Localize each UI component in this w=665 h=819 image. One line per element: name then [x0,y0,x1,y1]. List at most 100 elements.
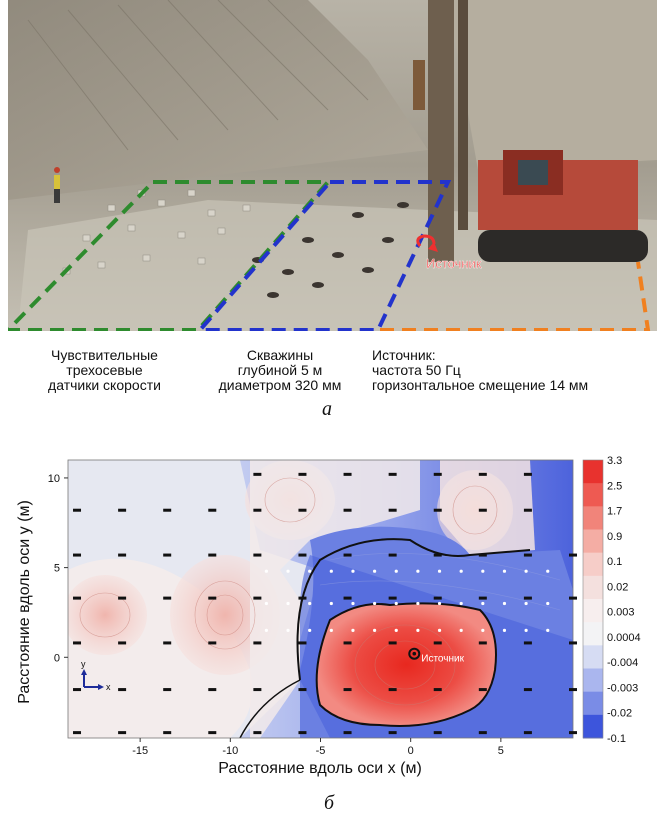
borehole-marker [394,628,398,632]
borehole-marker [373,569,377,573]
borehole-marker [524,569,528,573]
sensor-marker [298,688,307,692]
sensor-marker [478,688,487,692]
borehole-marker [264,569,268,573]
sensor-marker [73,596,82,600]
colorbar-segment-9 [583,668,603,693]
y-tick-label-2: 10 [48,473,60,485]
borehole-marker [351,569,355,573]
y-axis-label: Расстояние вдоль оси y (м) [16,500,33,704]
sensor-marker [208,688,217,692]
colorbar-segment-3 [583,529,603,554]
borehole-marker [329,628,333,632]
sensor-marker [118,508,127,512]
sensor-marker [478,508,487,512]
borehole-marker [459,569,463,573]
sensor-marker [343,641,352,645]
x-tick-label-3: 0 [408,745,414,757]
sensor-marker [253,596,262,600]
sensor-marker [253,472,262,476]
sensor-marker [208,553,217,557]
sensor-marker [208,731,217,735]
sensor-marker [478,731,487,735]
sensor-marker [523,508,532,512]
sensor-marker [163,688,172,692]
sensor-marker [118,641,127,645]
source-marker [408,647,421,660]
colorbar-segment-11 [583,714,603,739]
colorbar-segment-7 [583,622,603,646]
borehole-marker [308,628,312,632]
borehole-marker [546,569,550,573]
sensor-marker [569,731,577,735]
colorbar-label-6: 0.003 [607,607,635,619]
borehole-markers [264,569,550,632]
sensor-marker [388,731,397,735]
sensor-marker [298,553,307,557]
sensor-marker [118,688,127,692]
x-tick-label-0: -15 [132,745,148,757]
sensor-zone-outline [8,180,333,331]
sensor-marker [478,553,487,557]
borehole-marker [481,628,485,632]
sensor-marker [118,596,127,600]
sensor-marker [388,508,397,512]
sensor-marker [523,731,532,735]
sensor-marker [118,731,127,735]
sensor-marker [208,641,217,645]
sensor-marker [433,688,442,692]
sensor-marker [73,641,82,645]
sensor-marker [523,472,532,476]
borehole-marker [351,628,355,632]
sensor-marker [73,731,82,735]
sensor-marker [478,641,487,645]
borehole-marker [394,569,398,573]
sensor-marker [298,596,307,600]
sensor-marker [569,596,577,600]
sensor-marker [298,731,307,735]
sensor-marker [253,553,262,557]
axis-orientation-inset: y x [81,659,111,692]
sensor-marker [208,508,217,512]
sensor-marker [388,472,397,476]
colorbar-segment-0 [583,460,603,484]
sensor-marker [253,641,262,645]
sensor-marker [298,508,307,512]
borehole-marker [394,601,398,606]
borehole-marker [373,628,377,632]
borehole-marker [264,628,268,632]
borehole-marker [373,601,377,606]
borehole-marker [481,569,485,573]
borehole-marker [502,601,507,606]
sensor-marker [523,688,532,692]
sensor-marker [433,472,442,476]
sensor-marker [388,553,397,557]
panel-label-b: б [324,792,335,814]
photo-source-label: Источник [426,256,482,271]
worker-figure [54,167,60,203]
borehole-marker [502,628,507,632]
colorbar-segment-4 [583,552,603,577]
source-zone-outline [380,261,651,331]
borehole-marker [308,601,312,606]
colorbar-label-2: 1.7 [607,506,622,518]
svg-text:x: x [106,682,111,692]
borehole-marker [459,601,463,606]
sensor-marker [253,688,262,692]
colorbar-label-8: -0.004 [607,657,638,669]
sensor-marker [73,553,82,557]
x-axis-ticks: -15 -10 -5 0 5 [132,738,504,757]
x-axis-label: Расстояние вдоль оси x (м) [218,760,422,777]
sensor-marker [298,641,307,645]
sensor-marker [343,553,352,557]
colorbar-segment-1 [583,483,603,507]
borehole-marker [481,601,485,606]
borehole-marker [546,628,550,632]
borehole-marker [351,601,355,606]
borehole-marker [524,601,528,606]
sensor-marker [478,472,487,476]
caption-boreholes: Скважины глубиной 5 м диаметром 320 мм [218,347,342,393]
red-zone [315,602,497,727]
colorbar-label-10: -0.02 [607,708,632,720]
borehole-marker [546,601,550,606]
